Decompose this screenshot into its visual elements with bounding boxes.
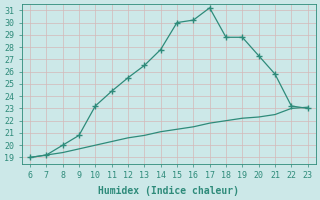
X-axis label: Humidex (Indice chaleur): Humidex (Indice chaleur) [98,186,239,196]
